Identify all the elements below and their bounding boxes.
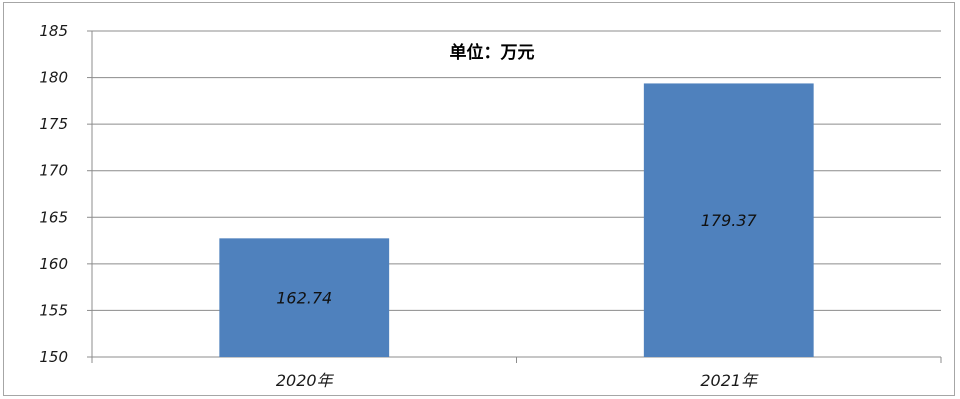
y-tick-label: 180 xyxy=(39,69,68,87)
unit-annotation: 单位：万元 xyxy=(450,42,535,63)
y-tick-label: 150 xyxy=(39,348,68,366)
y-tick-label: 160 xyxy=(39,255,68,273)
x-category-label: 2020年 xyxy=(276,371,335,390)
bar xyxy=(219,238,390,357)
y-tick-label: 170 xyxy=(39,162,68,180)
x-category-label: 2021年 xyxy=(700,371,759,390)
y-tick-label: 185 xyxy=(39,22,68,40)
bar xyxy=(643,83,814,358)
y-tick-label: 175 xyxy=(39,115,68,133)
bars xyxy=(219,83,814,358)
data-label: 179.37 xyxy=(701,211,758,230)
y-tick-label: 165 xyxy=(39,208,68,226)
labels: 150 155 160 165 170 175 180 185 162.74 2020年 179.3… xyxy=(39,22,759,390)
data-label: 162.74 xyxy=(276,289,332,308)
y-tick-label: 155 xyxy=(39,301,68,319)
